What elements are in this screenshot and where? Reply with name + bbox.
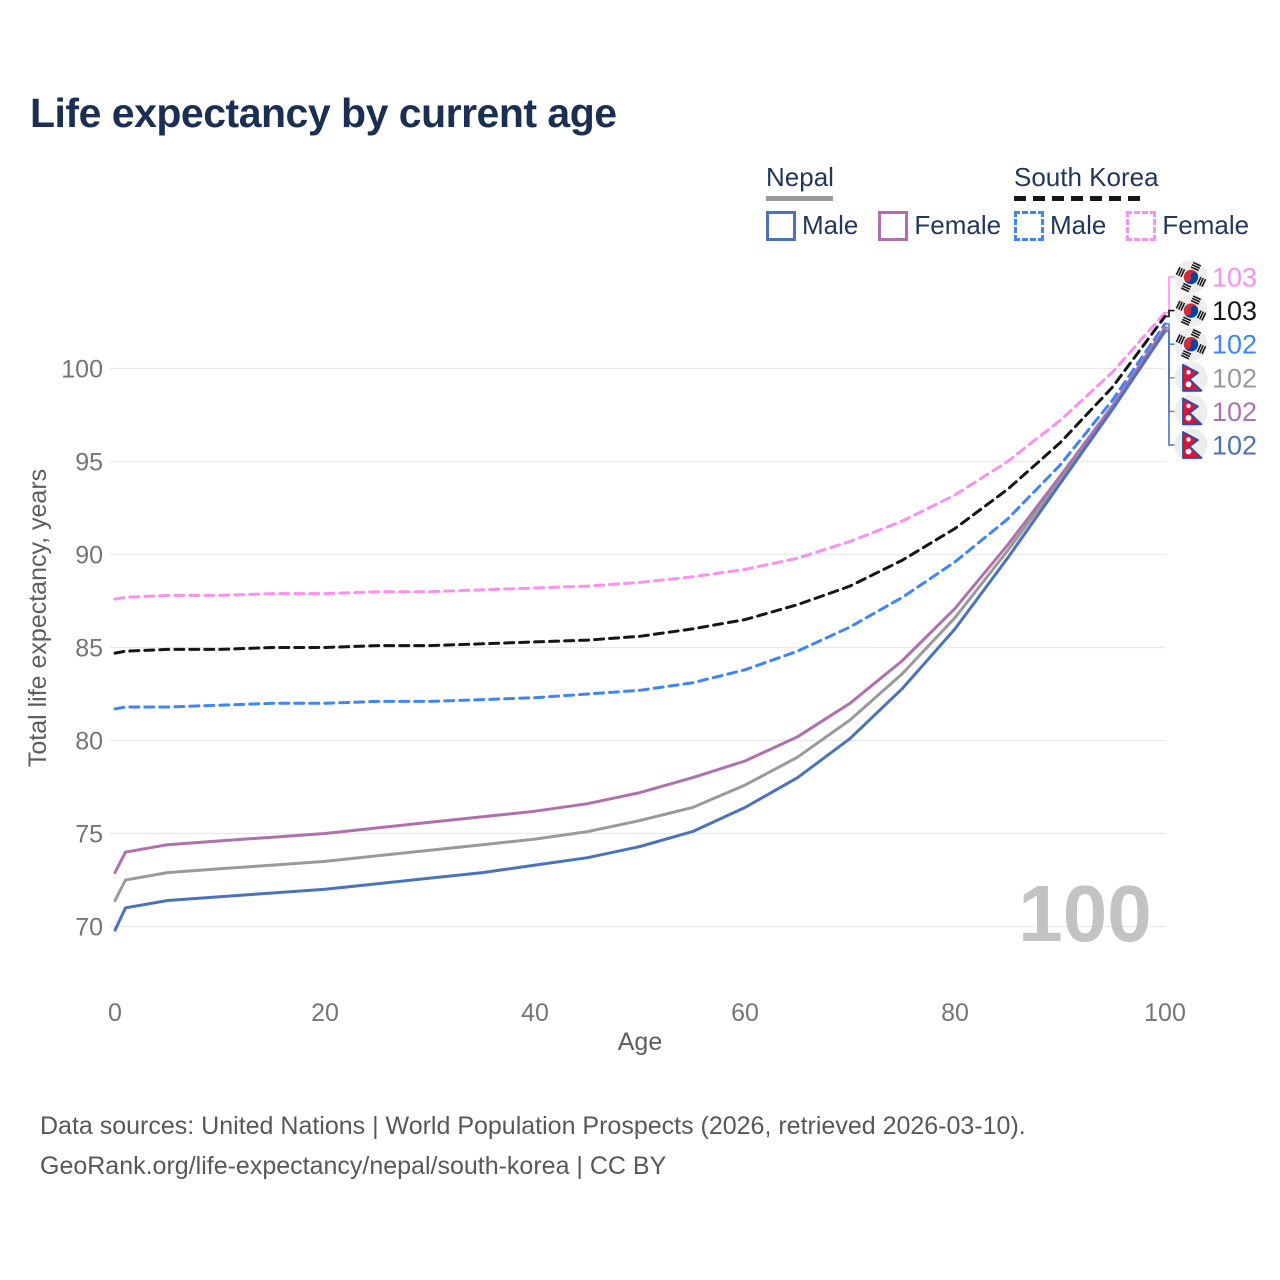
end-value-label: 102 xyxy=(1212,397,1257,427)
south-korea-flag-icon xyxy=(1174,294,1208,328)
series-line-sk-female[interactable] xyxy=(113,311,1167,601)
legend-item-south-korea-male[interactable]: Male xyxy=(1014,210,1106,241)
south-korea-flag-icon xyxy=(1174,260,1208,294)
x-tick-label: 60 xyxy=(731,999,759,1027)
south-korea-dashed-line-swatch xyxy=(1014,196,1146,201)
south-korea-female-swatch xyxy=(1126,210,1157,241)
x-tick-label: 40 xyxy=(521,999,549,1027)
y-tick-label: 100 xyxy=(61,356,103,384)
end-value-label: 102 xyxy=(1212,431,1257,461)
x-tick-label: 0 xyxy=(108,999,122,1027)
end-value-label: 102 xyxy=(1212,363,1257,393)
nepal-male-swatch xyxy=(766,210,796,241)
age-watermark: 100 xyxy=(1018,869,1151,958)
end-value-label: 102 xyxy=(1212,330,1257,360)
series-line-np-male[interactable] xyxy=(113,329,1167,932)
y-tick-label: 80 xyxy=(75,728,103,756)
legend-group-nepal: Nepal Male Female xyxy=(766,162,1001,241)
label-leader-line xyxy=(1165,309,1175,318)
series-line-np-female[interactable] xyxy=(113,326,1167,875)
legend-label: Male xyxy=(1050,210,1107,240)
end-label-np-female[interactable]: 102 xyxy=(1174,394,1258,428)
end-label-sk-male[interactable]: 102 xyxy=(1174,327,1257,362)
x-axis-title: Age xyxy=(618,1028,662,1056)
end-label-np-male[interactable]: 102 xyxy=(1174,428,1258,462)
end-label-np-both[interactable]: 102 xyxy=(1174,361,1258,395)
label-leader-line xyxy=(1165,276,1175,314)
x-tick-label: 100 xyxy=(1144,999,1186,1027)
series-line-np-both[interactable] xyxy=(113,327,1167,902)
legend-item-nepal-male[interactable]: Male xyxy=(766,210,858,241)
south-korea-male-swatch xyxy=(1014,210,1044,241)
label-leader-line xyxy=(1165,328,1175,379)
legend-label: Female xyxy=(1162,210,1250,240)
nepal-female-swatch xyxy=(878,210,909,241)
label-leader-line xyxy=(1165,330,1175,446)
footer: Data sources: United Nations | World Pop… xyxy=(40,1106,1026,1186)
y-tick-label: 70 xyxy=(75,914,103,942)
end-value-label: 103 xyxy=(1212,296,1257,326)
x-tick-label: 80 xyxy=(941,999,969,1027)
y-tick-label: 85 xyxy=(75,635,103,663)
y-tick-label: 95 xyxy=(75,449,103,477)
end-label-sk-female[interactable]: 103 xyxy=(1174,260,1257,295)
y-tick-label: 75 xyxy=(75,821,103,849)
y-tick-label: 90 xyxy=(75,542,103,570)
end-value-label: 103 xyxy=(1212,263,1257,293)
legend-item-nepal-female[interactable]: Female xyxy=(878,210,1001,241)
y-axis-title: Total life expectancy, years xyxy=(24,469,52,767)
series-line-sk-male[interactable] xyxy=(113,322,1167,711)
legend-label: Female xyxy=(914,210,1002,240)
nepal-flag-icon xyxy=(1174,361,1208,395)
page-title: Life expectancy by current age xyxy=(30,90,617,136)
data-sources-line: Data sources: United Nations | World Pop… xyxy=(40,1112,1026,1140)
nepal-flag-icon xyxy=(1174,394,1208,428)
legend-country-nepal: Nepal xyxy=(766,162,834,192)
end-label-sk-both[interactable]: 103 xyxy=(1174,293,1257,328)
series-line-sk-both[interactable] xyxy=(113,314,1167,655)
attribution-line: GeoRank.org/life-expectancy/nepal/south-… xyxy=(40,1152,667,1180)
label-leader-line xyxy=(1165,326,1175,413)
x-tick-label: 20 xyxy=(311,999,339,1027)
south-korea-flag-icon xyxy=(1174,327,1208,361)
legend-item-south-korea-female[interactable]: Female xyxy=(1126,210,1249,241)
nepal-flag-icon xyxy=(1174,428,1208,462)
nepal-solid-line-swatch xyxy=(766,196,833,201)
legend-label: Male xyxy=(802,210,859,240)
legend-country-south-korea: South Korea xyxy=(1014,162,1159,192)
legend-group-south-korea: South Korea Male Female xyxy=(1014,162,1249,241)
